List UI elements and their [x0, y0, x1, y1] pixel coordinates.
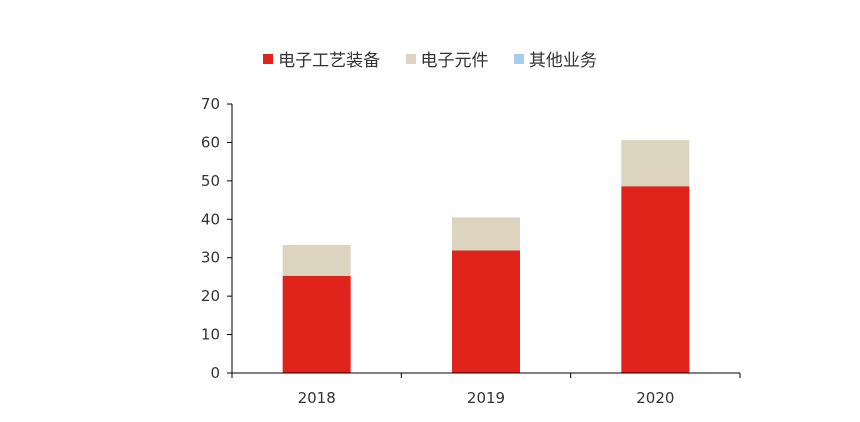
x-axis-ticks: 2018 2019 2020: [231, 373, 741, 407]
legend: 电子工艺装备 电子元件 其他业务: [0, 46, 860, 71]
y-tick-label-7: 70: [201, 95, 220, 113]
legend-swatch-1: [405, 53, 416, 64]
legend-label-0: 电子工艺装备: [278, 51, 381, 71]
legend-swatch-2: [513, 53, 524, 64]
y-tick-label-1: 10: [201, 326, 220, 344]
legend-item-2: 其他业务: [513, 46, 597, 71]
y-tick-label-0: 0: [210, 364, 220, 382]
y-tick-label-5: 50: [201, 172, 220, 190]
legend-item-1: 电子元件: [405, 46, 489, 71]
legend-label-1: 电子元件: [420, 51, 489, 71]
x-tick-label-0: 2018: [298, 389, 336, 407]
bar-2019-series-1: [452, 217, 520, 251]
y-axis-ticks: 0 10 20 30 40 50 60 70: [201, 95, 232, 382]
legend-item-0: 电子工艺装备: [263, 46, 380, 71]
bars: [282, 140, 690, 373]
bar-2018-series-0: [282, 275, 351, 373]
bar-2018-series-1: [282, 245, 351, 276]
x-tick-label-1: 2019: [467, 389, 505, 407]
y-tick-label-6: 60: [201, 133, 220, 151]
legend-label-2: 其他业务: [528, 51, 597, 71]
legend-swatch-0: [263, 53, 274, 64]
bar-2020-series-1: [621, 140, 690, 187]
y-tick-label-4: 40: [201, 210, 220, 228]
y-tick-label-3: 30: [201, 249, 220, 267]
bar-2019-series-0: [452, 250, 520, 373]
y-tick-label-2: 20: [201, 287, 220, 305]
x-tick-label-2: 2020: [636, 389, 674, 407]
bar-2020-series-0: [621, 186, 690, 373]
